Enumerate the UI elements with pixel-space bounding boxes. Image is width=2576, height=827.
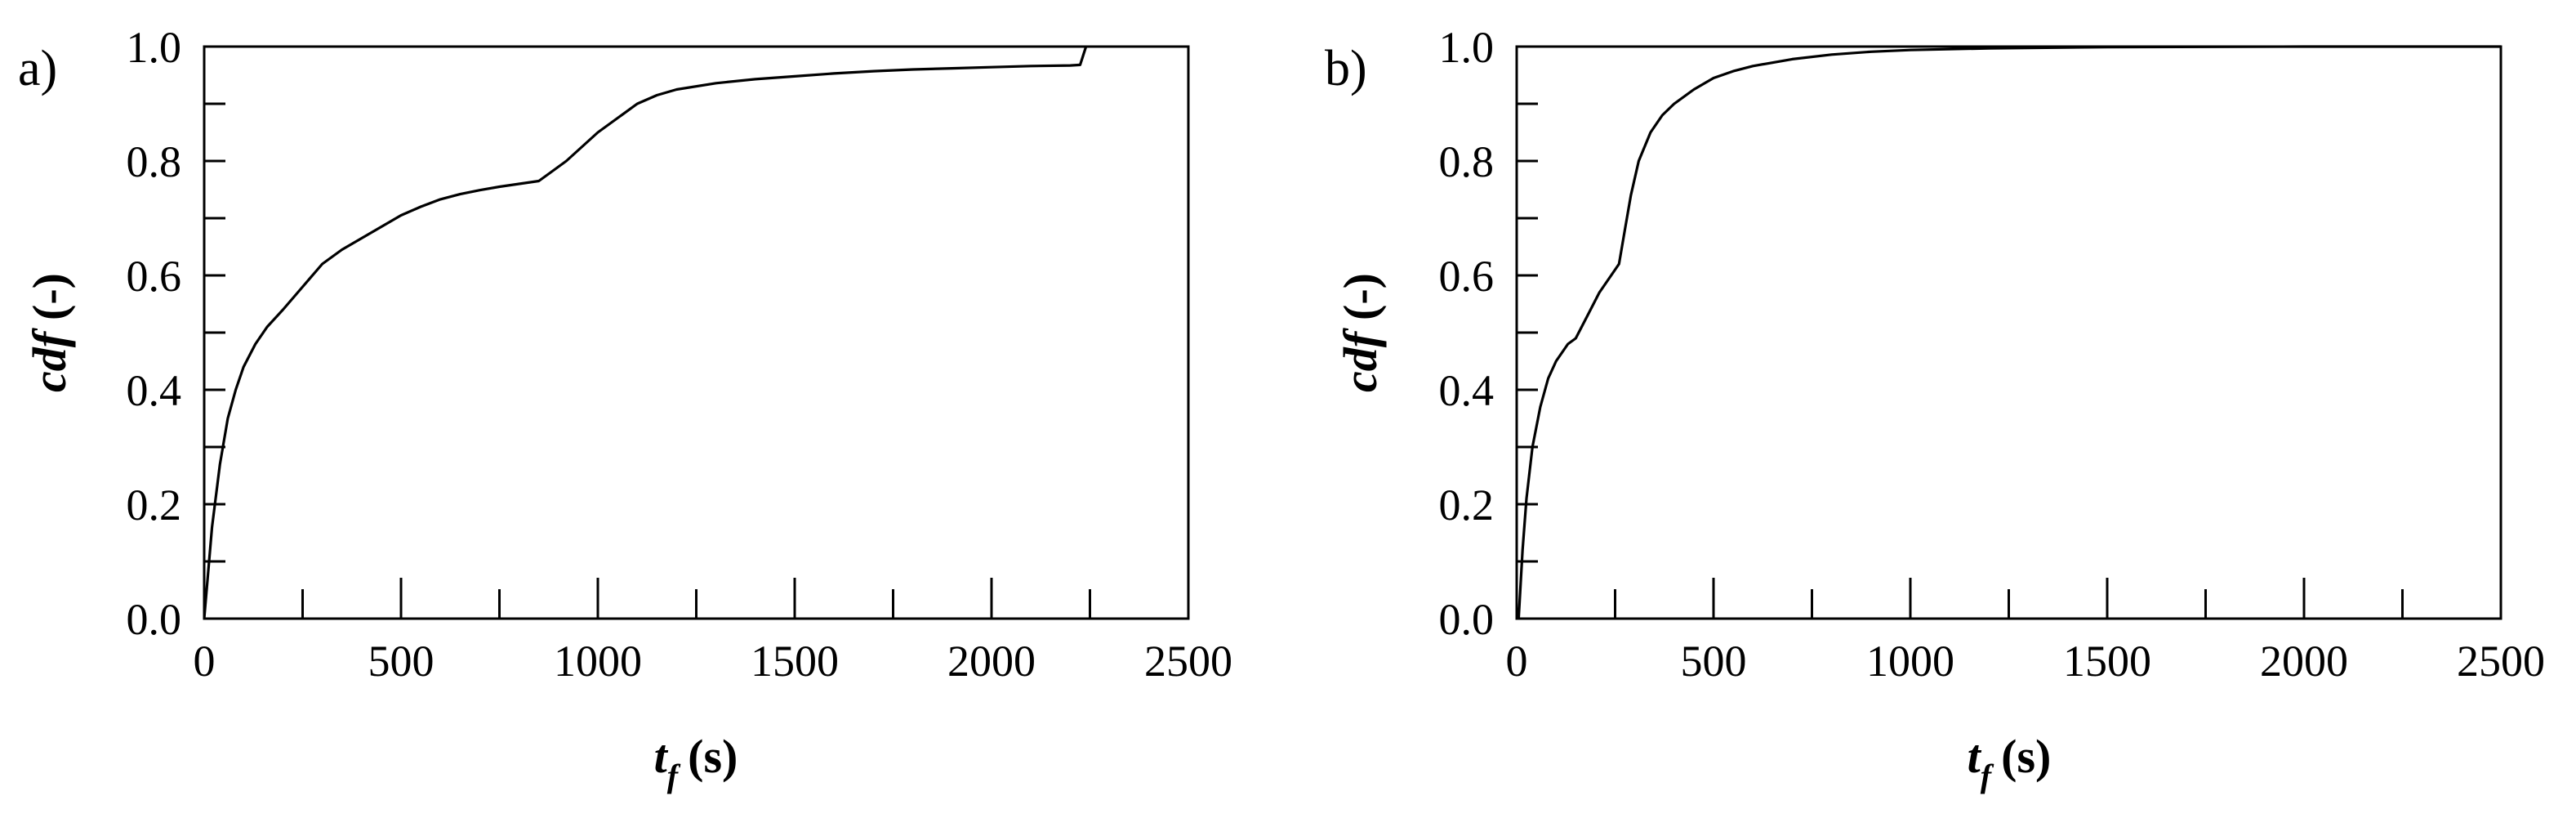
x-tick-label-b: 1500 xyxy=(2063,637,2151,686)
x-tick-label-b: 2500 xyxy=(2457,637,2545,686)
ticks-a: 0 500 1000 1500 2000 2500 0.0 0.2 0.4 0.6 0.8 1.0 xyxy=(127,23,1233,686)
y-axis-label-b: cdf(-) xyxy=(1334,273,1387,392)
y-tick-label-a: 1.0 xyxy=(127,23,182,72)
y-tick-label-a: 0.6 xyxy=(127,252,182,301)
y-tick-label-b: 1.0 xyxy=(1439,23,1495,72)
cdf-line-b xyxy=(1517,45,2501,619)
plot-frame-b xyxy=(1515,45,2502,620)
panel-label-a: a) xyxy=(18,41,57,96)
x-tick-label-a: 1000 xyxy=(554,637,642,686)
y-tick-label-b: 0.0 xyxy=(1439,595,1495,644)
cdf-line-a xyxy=(203,46,1088,619)
x-axis-label-a: tf (s) xyxy=(654,730,738,794)
y-axis-label-a: cdf(-) xyxy=(23,273,76,392)
panel-b: b) 0 500 1000 1500 2000 2500 0.0 0.2 0.4 0.6 0.8 1.… xyxy=(1325,23,2545,794)
ticks-b: 0 500 1000 1500 2000 2500 0.0 0.2 0.4 0.6 0.8 1.0 xyxy=(1439,23,2546,686)
x-tick-label-a: 1500 xyxy=(751,637,839,686)
x-tick-label-a: 2000 xyxy=(947,637,1036,686)
plot-frame-a xyxy=(203,45,1190,620)
y-tick-label-b: 0.8 xyxy=(1439,137,1495,186)
x-tick-label-a: 0 xyxy=(194,637,216,686)
y-tick-label-b: 0.6 xyxy=(1439,252,1495,301)
x-axis-label-b: tf (s) xyxy=(1968,730,2052,794)
panel-a: a) 0 500 1000 1500 2000 2500 0.0 0.2 0.4 0.6 0.8 1.… xyxy=(18,23,1232,794)
x-tick-label-a: 2500 xyxy=(1144,637,1232,686)
x-tick-label-b: 2000 xyxy=(2260,637,2348,686)
y-tick-label-a: 0.0 xyxy=(127,595,182,644)
x-tick-label-b: 1000 xyxy=(1866,637,1954,686)
y-tick-label-b: 0.2 xyxy=(1439,481,1495,530)
y-tick-label-a: 0.2 xyxy=(127,481,182,530)
x-tick-label-b: 0 xyxy=(1506,637,1528,686)
y-tick-label-a: 0.4 xyxy=(127,366,182,415)
x-tick-label-a: 500 xyxy=(368,637,435,686)
y-tick-label-b: 0.4 xyxy=(1439,366,1495,415)
y-tick-label-a: 0.8 xyxy=(127,137,182,186)
panel-label-b: b) xyxy=(1325,41,1367,96)
x-tick-label-b: 500 xyxy=(1681,637,1747,686)
